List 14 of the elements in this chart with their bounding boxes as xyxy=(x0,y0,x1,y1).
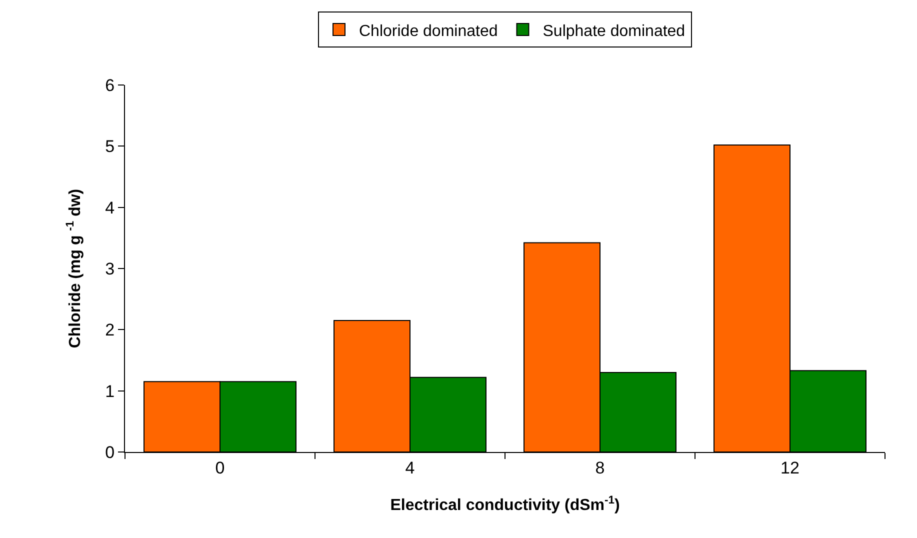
legend-label: Chloride dominated xyxy=(359,22,498,40)
x-axis-title: Electrical conductivity (dSm$^{-1}$) xyxy=(390,494,620,514)
y-tick-label: 0 xyxy=(105,442,115,462)
y-tick-label: 6 xyxy=(105,76,115,95)
x-tick-label: 4 xyxy=(405,458,415,478)
x-tick-label: 8 xyxy=(595,458,605,478)
legend-label: Sulphate dominated xyxy=(542,22,686,40)
y-tick-label: 5 xyxy=(105,137,115,156)
y-tick-label: 4 xyxy=(105,198,115,218)
y-tick-label: 3 xyxy=(105,259,115,278)
x-tick-label: 0 xyxy=(215,458,225,478)
x-tick-label: 12 xyxy=(780,458,800,478)
y-tick-label: 2 xyxy=(105,320,115,340)
y-tick-label: 1 xyxy=(105,382,115,401)
